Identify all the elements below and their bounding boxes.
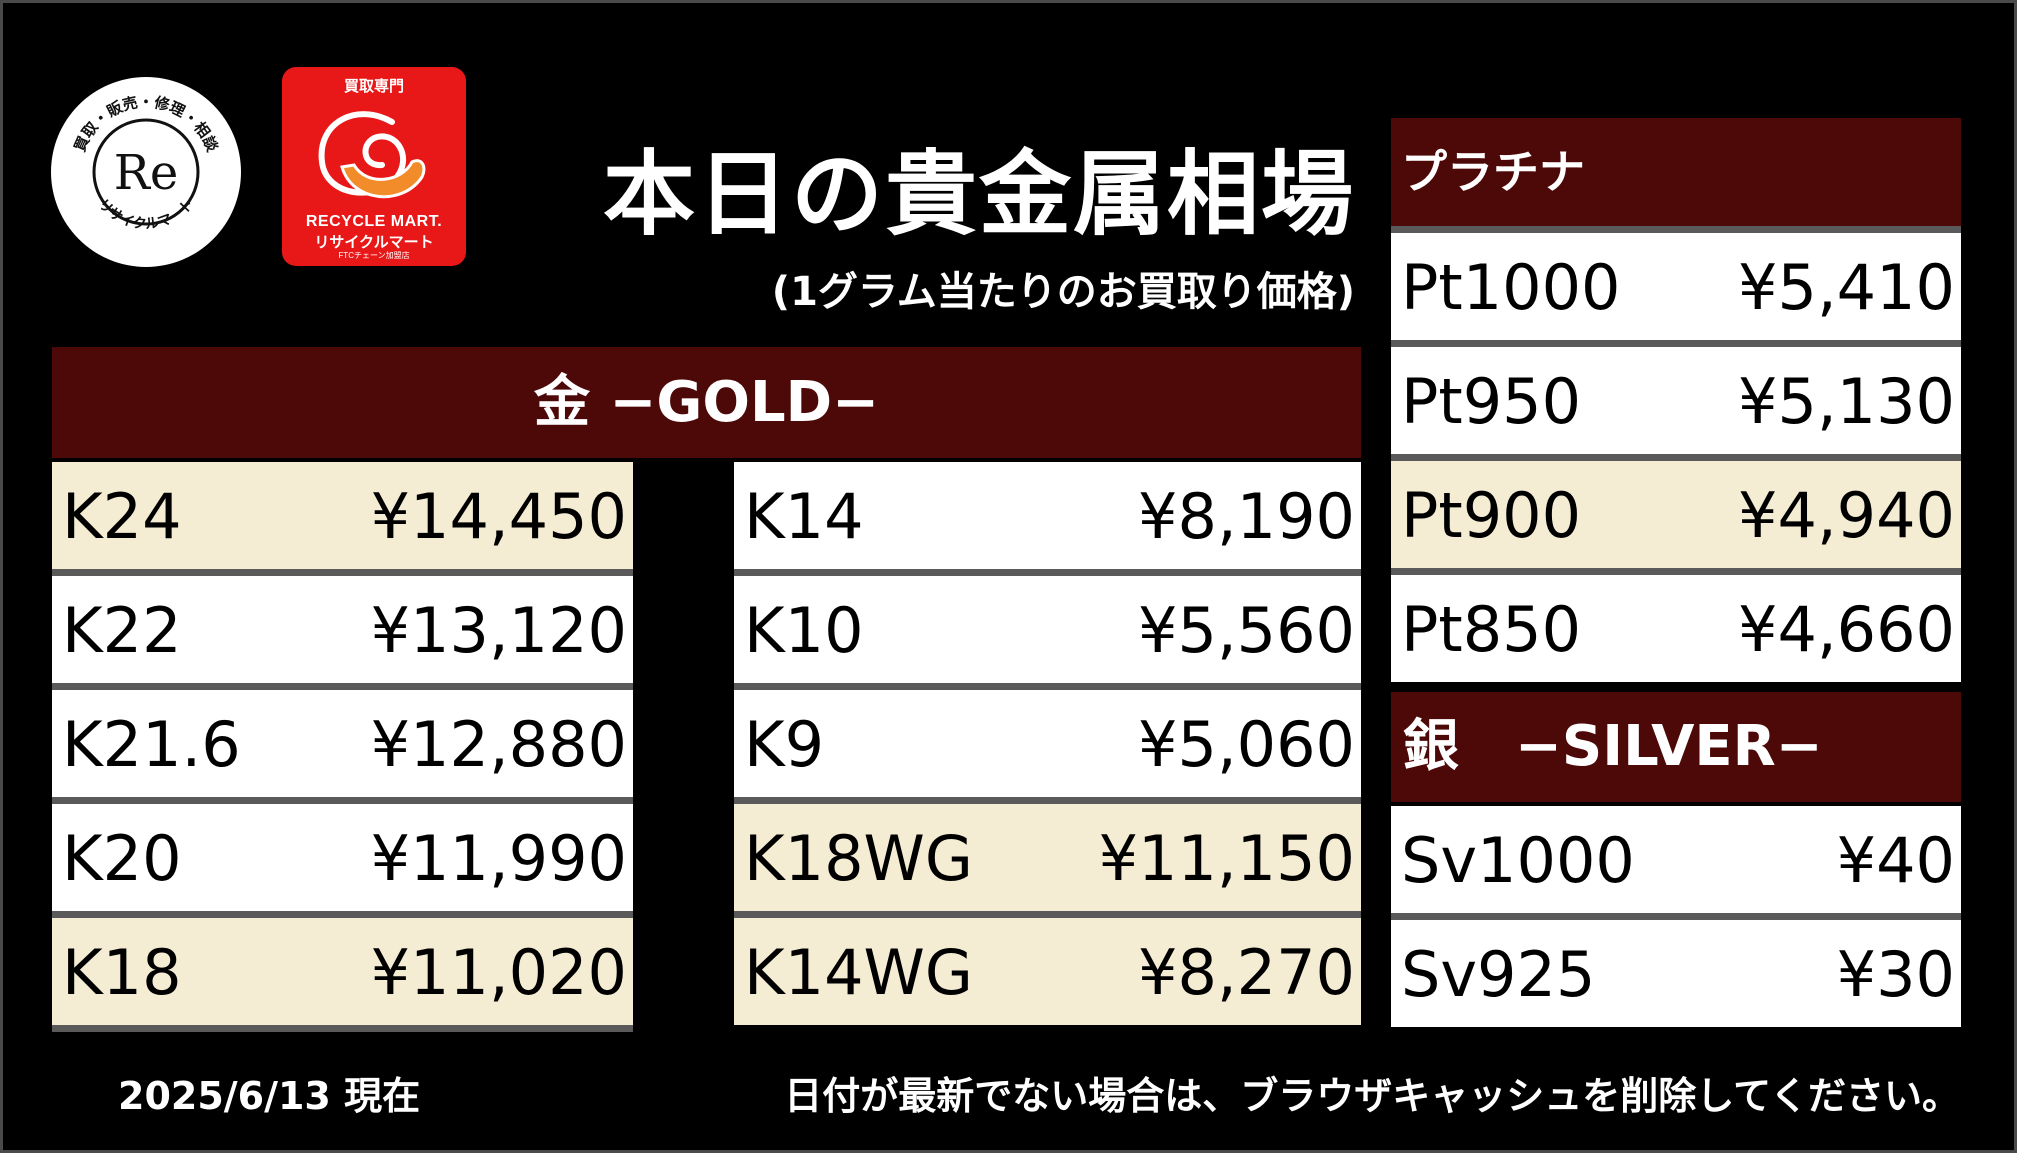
row-divider — [734, 797, 1361, 804]
price-row-k9: K9 ¥5,060 — [734, 690, 1361, 797]
price-date: 2025/6/13 現在 — [118, 1074, 421, 1118]
price-value: ¥5,410 — [1738, 251, 1955, 324]
karat-label: K18WG — [744, 822, 973, 895]
logo-bottom-text: リサイクルマート — [95, 196, 198, 232]
recycle-mart-square-logo: 買取専門 RECYCLE MART. リサイクルマート FTCチェーン加盟店 — [282, 67, 466, 266]
price-row-k14wg: K14WG ¥8,270 — [734, 918, 1361, 1025]
row-divider — [52, 797, 633, 804]
price-value: ¥13,120 — [370, 594, 627, 667]
page-subtitle: (1グラム当たりのお買取り価格) — [771, 269, 1355, 315]
karat-label: K18 — [62, 936, 182, 1009]
karat-label: K14WG — [744, 936, 973, 1009]
price-row-pt850: Pt850 ¥4,660 — [1391, 575, 1961, 682]
price-value: ¥11,020 — [370, 936, 627, 1009]
price-value: ¥11,990 — [370, 822, 627, 895]
row-divider — [52, 683, 633, 690]
purity-label: Pt850 — [1401, 593, 1582, 666]
karat-label: K14 — [744, 480, 864, 553]
price-row-pt950: Pt950 ¥5,130 — [1391, 347, 1961, 454]
price-row-pt900: Pt900 ¥4,940 — [1391, 461, 1961, 568]
purity-label: Sv925 — [1401, 938, 1596, 1011]
platinum-header: プラチナ −PLATINUM− — [1391, 118, 1961, 307]
price-value: ¥5,560 — [1138, 594, 1355, 667]
row-divider — [1391, 454, 1961, 461]
price-value: ¥8,190 — [1138, 480, 1355, 553]
logo-red-brand: RECYCLE MART. — [305, 213, 443, 230]
karat-label: K10 — [744, 594, 864, 667]
recycle-mart-round-logo: 買取・販売・修理・相談 リサイクルマート Re — [51, 77, 241, 267]
logo-red-top-text: 買取専門 — [343, 78, 404, 95]
karat-label: K24 — [62, 480, 182, 553]
logo-mark: Re — [114, 145, 179, 201]
price-value: ¥12,880 — [370, 708, 627, 781]
gold-header: 金 −GOLD− — [52, 347, 1361, 458]
price-row-pt1000: Pt1000 ¥5,410 — [1391, 233, 1961, 340]
price-value: ¥4,660 — [1738, 593, 1955, 666]
karat-label: K22 — [62, 594, 182, 667]
karat-label: K9 — [744, 708, 825, 781]
price-value: ¥5,130 — [1738, 365, 1955, 438]
purity-label: Pt1000 — [1401, 251, 1621, 324]
price-row-k21-6: K21.6 ¥12,880 — [52, 690, 633, 797]
price-value: ¥14,450 — [370, 480, 627, 553]
row-divider — [1391, 340, 1961, 347]
row-divider — [734, 683, 1361, 690]
price-value: ¥40 — [1836, 824, 1955, 897]
price-value: ¥30 — [1836, 938, 1955, 1011]
page-title: 本日の貴金属相場 — [602, 141, 1355, 248]
price-row-sv925: Sv925 ¥30 — [1391, 920, 1961, 1027]
price-row-k22: K22 ¥13,120 — [52, 576, 633, 683]
logo-red-tagline: FTCチェーン加盟店 — [338, 251, 410, 260]
price-value: ¥4,940 — [1738, 479, 1955, 552]
price-row-k24: K24 ¥14,450 — [52, 462, 633, 569]
price-row-sv1000: Sv1000 ¥40 — [1391, 806, 1961, 913]
karat-label: K21.6 — [62, 708, 241, 781]
price-row-k20: K20 ¥11,990 — [52, 804, 633, 911]
row-divider — [1391, 568, 1961, 575]
silver-header: 銀 −SILVER− — [1391, 692, 1961, 802]
gold-header-label: 金 −GOLD− — [533, 370, 880, 435]
spiral-icon — [318, 111, 426, 199]
cache-notice: 日付が最新でない場合は、ブラウザキャッシュを削除してください。 — [784, 1074, 1960, 1118]
price-value: ¥8,270 — [1138, 936, 1355, 1009]
purity-label: Sv1000 — [1401, 824, 1635, 897]
row-divider — [734, 569, 1361, 576]
purity-label: Pt950 — [1401, 365, 1582, 438]
row-divider — [1391, 226, 1961, 233]
price-value: ¥11,150 — [1098, 822, 1355, 895]
price-row-k18wg: K18WG ¥11,150 — [734, 804, 1361, 911]
price-value: ¥5,060 — [1138, 708, 1355, 781]
price-row-k18: K18 ¥11,020 — [52, 918, 633, 1025]
purity-label: Pt900 — [1401, 479, 1582, 552]
row-divider — [1391, 913, 1961, 920]
logo-red-brand-kana: リサイクルマート — [314, 234, 434, 251]
row-divider — [52, 1025, 633, 1032]
silver-header-label: 銀 −SILVER− — [1403, 714, 1823, 779]
price-row-k14: K14 ¥8,190 — [734, 462, 1361, 569]
karat-label: K20 — [62, 822, 182, 895]
price-row-k10: K10 ¥5,560 — [734, 576, 1361, 683]
row-divider — [52, 569, 633, 576]
row-divider — [52, 911, 633, 918]
row-divider — [734, 911, 1361, 918]
